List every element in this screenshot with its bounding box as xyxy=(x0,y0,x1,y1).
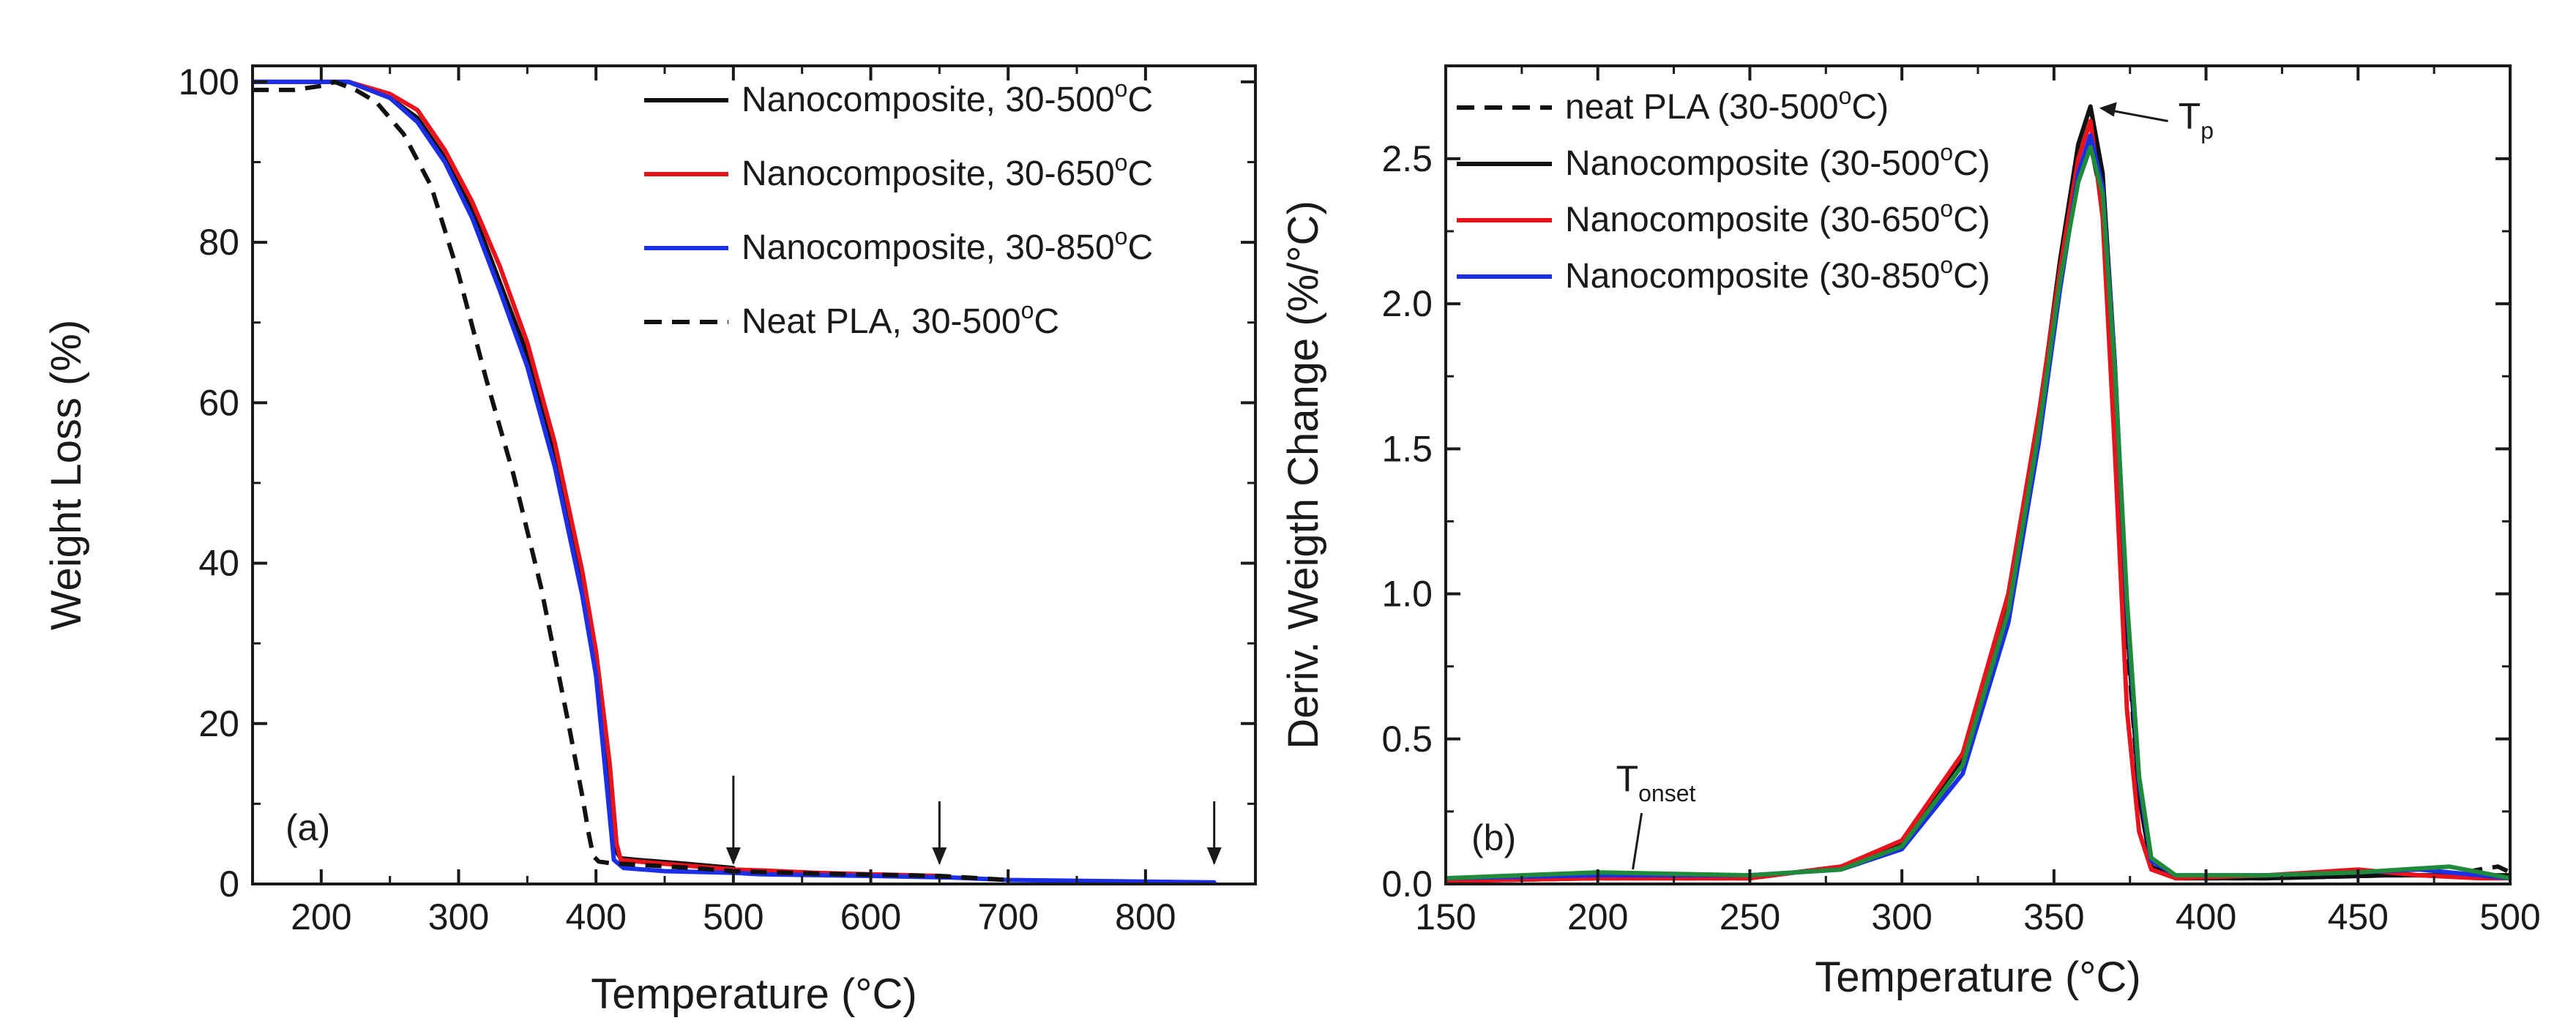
legend-label-1: Nanocomposite (30-500oC) xyxy=(1565,139,1990,183)
x-axis-title: Temperature (°C) xyxy=(1815,954,2140,1001)
x-tick-label: 500 xyxy=(703,896,764,937)
legend-label-3: Nanocomposite (30-850oC) xyxy=(1565,252,1990,296)
legend-label-2: Nanocomposite (30-650oC) xyxy=(1565,195,1990,239)
annotation-arrowhead xyxy=(1206,847,1222,865)
panel-label: (b) xyxy=(1471,817,1516,858)
x-tick-label: 500 xyxy=(2479,896,2540,937)
x-tick-label: 350 xyxy=(2023,896,2084,937)
legend-label-3: Neat PLA, 30-500oC xyxy=(742,297,1059,341)
x-tick-label: 400 xyxy=(2176,896,2236,937)
x-tick-label: 450 xyxy=(2328,896,2389,937)
annotation-arrowhead xyxy=(2099,102,2117,117)
annotation-tonset: Tonset xyxy=(1616,758,1696,806)
legend: Nanocomposite, 30-500oC Nanocomposite, 30… xyxy=(644,75,1153,341)
panel-b: 150 200 250 300 350 400 450 500 0.0 0.5 1.0 1.5 2.0 2… xyxy=(1280,64,2541,1001)
y-tick-label: 80 xyxy=(198,222,239,263)
y-tick-label: 2.0 xyxy=(1381,283,1433,324)
x-tick-label: 200 xyxy=(291,896,351,937)
series-line-3 xyxy=(1446,133,2510,881)
series-line-1 xyxy=(253,79,942,878)
y-axis-title: Deriv. Weigth Change (%/°C) xyxy=(1280,201,1327,749)
y-tick-label: 2.5 xyxy=(1381,138,1433,179)
legend-label-2: Nanocomposite, 30-850oC xyxy=(742,223,1153,267)
series-line-0 xyxy=(253,79,736,871)
x-tick-label: 400 xyxy=(565,896,626,937)
y-tick-label: 0.5 xyxy=(1381,719,1433,760)
x-tick-label: 800 xyxy=(1115,896,1176,937)
x-tick-label: 150 xyxy=(1415,896,1476,937)
y-tick-label: 40 xyxy=(198,543,239,584)
axes-frame xyxy=(251,64,1257,885)
y-tick-label: 0.0 xyxy=(1381,863,1433,904)
legend-label-0: Nanocomposite, 30-500oC xyxy=(742,75,1153,119)
panel-a: 200 300 400 500 600 700 800 0 20 40 60 80 100 Tempera… xyxy=(42,61,1257,1018)
series-line-3 xyxy=(253,79,1009,883)
x-tick-label: 600 xyxy=(840,896,901,937)
annotation-tp: Tp xyxy=(2179,96,2214,144)
y-tick-label: 60 xyxy=(198,382,239,423)
series-line-4 xyxy=(1446,145,2510,881)
series-line-2 xyxy=(253,79,1217,884)
plot-area xyxy=(253,79,1217,884)
annotation-arrowhead xyxy=(725,847,741,865)
axes-frame xyxy=(1444,64,2512,885)
plot-area xyxy=(1446,104,2510,883)
legend-label-1: Nanocomposite, 30-650oC xyxy=(742,149,1153,193)
y-tick-label: 1.5 xyxy=(1381,428,1433,469)
y-tick-label: 20 xyxy=(198,703,239,744)
x-tick-label: 200 xyxy=(1567,896,1628,937)
legend: neat PLA (30-500oC) Nanocomposite (30-500… xyxy=(1457,83,1990,296)
x-axis-title: Temperature (°C) xyxy=(591,970,916,1018)
x-tick-label: 700 xyxy=(977,896,1038,937)
series-line-0 xyxy=(1446,142,2510,883)
annotation-arrow xyxy=(2105,108,2168,122)
y-tick-label: 1.0 xyxy=(1381,574,1433,615)
panel-label: (a) xyxy=(285,807,330,848)
x-tick-label: 300 xyxy=(428,896,489,937)
x-tick-label: 250 xyxy=(1720,896,1780,937)
annotation-arrow xyxy=(1632,812,1643,870)
y-axis-title: Weight Loss (%) xyxy=(42,320,90,630)
x-tick-label: 300 xyxy=(1871,896,1932,937)
y-tick-label: 0 xyxy=(219,863,239,904)
legend-label-0: neat PLA (30-500oC) xyxy=(1565,83,1889,127)
y-tick-label: 100 xyxy=(179,61,239,102)
annotation-arrowhead xyxy=(932,847,947,865)
